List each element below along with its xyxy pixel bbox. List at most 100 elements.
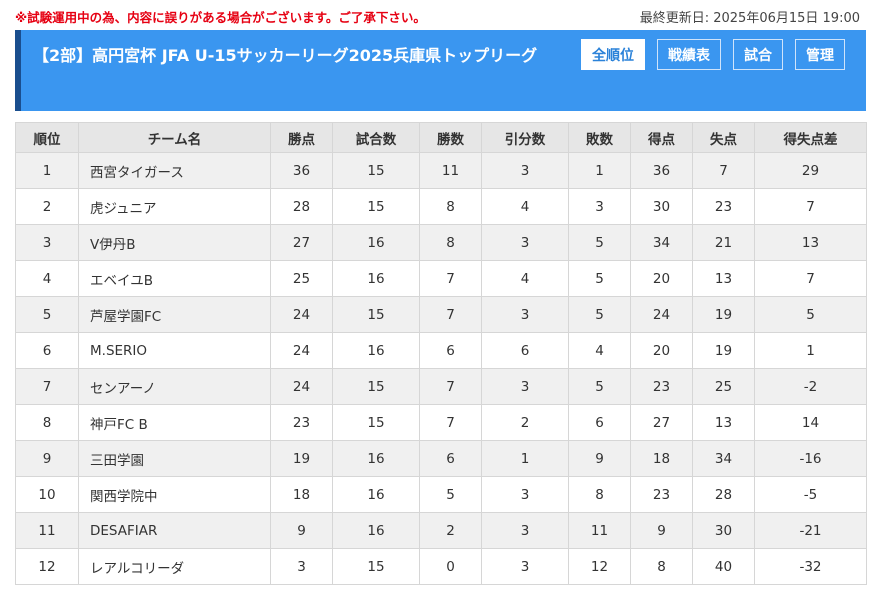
col-header-draws: 引分数 bbox=[481, 122, 569, 153]
goals-against-cell: 13 bbox=[692, 260, 755, 297]
goals-against-cell: 23 bbox=[692, 188, 755, 225]
standings-table: 順位 チーム名 勝点 試合数 勝数 引分数 敗数 得点 失点 得失点差 1 西宮タ… bbox=[15, 122, 867, 585]
played-cell: 15 bbox=[332, 188, 420, 225]
goals-for-cell: 23 bbox=[630, 368, 693, 405]
team-name-cell: V伊丹B bbox=[78, 224, 271, 261]
goals-against-cell: 30 bbox=[692, 512, 755, 549]
points-cell: 27 bbox=[270, 224, 333, 261]
table-row: 10 関西学院中 18 16 5 3 8 23 28 -5 bbox=[15, 476, 867, 513]
played-cell: 16 bbox=[332, 332, 420, 369]
points-cell: 9 bbox=[270, 512, 333, 549]
col-header-wins: 勝数 bbox=[419, 122, 482, 153]
points-cell: 24 bbox=[270, 296, 333, 333]
goals-against-cell: 28 bbox=[692, 476, 755, 513]
goal-diff-cell: 1 bbox=[754, 332, 867, 369]
points-cell: 24 bbox=[270, 368, 333, 405]
draws-cell: 4 bbox=[481, 260, 569, 297]
rank-cell: 7 bbox=[15, 368, 79, 405]
goals-for-cell: 20 bbox=[630, 260, 693, 297]
wins-cell: 6 bbox=[419, 440, 482, 477]
draws-cell: 6 bbox=[481, 332, 569, 369]
page-title: 【2部】高円宮杯 JFA U-15サッカーリーグ2025兵庫県トップリーグ bbox=[33, 46, 538, 65]
nav-results-button[interactable]: 戦績表 bbox=[657, 39, 721, 70]
wins-cell: 8 bbox=[419, 224, 482, 261]
col-header-goals-for: 得点 bbox=[630, 122, 693, 153]
goal-diff-cell: -32 bbox=[754, 548, 867, 585]
draws-cell: 3 bbox=[481, 368, 569, 405]
team-name-cell: レアルコリーダ bbox=[78, 548, 271, 585]
team-name-cell: 西宮タイガース bbox=[78, 152, 271, 189]
rank-cell: 6 bbox=[15, 332, 79, 369]
team-name-cell: 芦屋学園FC bbox=[78, 296, 271, 333]
losses-cell: 1 bbox=[568, 152, 631, 189]
wins-cell: 11 bbox=[419, 152, 482, 189]
draws-cell: 3 bbox=[481, 512, 569, 549]
wins-cell: 5 bbox=[419, 476, 482, 513]
rank-cell: 8 bbox=[15, 404, 79, 441]
nav-buttons: 全順位 戦績表 試合 管理 bbox=[581, 39, 845, 70]
rank-cell: 4 bbox=[15, 260, 79, 297]
goals-for-cell: 34 bbox=[630, 224, 693, 261]
goals-for-cell: 27 bbox=[630, 404, 693, 441]
table-row: 6 M.SERIO 24 16 6 6 4 20 19 1 bbox=[15, 332, 867, 369]
rank-cell: 2 bbox=[15, 188, 79, 225]
played-cell: 16 bbox=[332, 260, 420, 297]
points-cell: 36 bbox=[270, 152, 333, 189]
col-header-points: 勝点 bbox=[270, 122, 333, 153]
goals-for-cell: 30 bbox=[630, 188, 693, 225]
losses-cell: 5 bbox=[568, 368, 631, 405]
draws-cell: 4 bbox=[481, 188, 569, 225]
played-cell: 16 bbox=[332, 512, 420, 549]
trial-notice: ※試験運用中の為、内容に誤りがある場合がございます。ご了承下さい。 bbox=[15, 10, 426, 25]
team-name-cell: DESAFIAR bbox=[78, 512, 271, 549]
goals-against-cell: 21 bbox=[692, 224, 755, 261]
draws-cell: 3 bbox=[481, 476, 569, 513]
goals-against-cell: 7 bbox=[692, 152, 755, 189]
goal-diff-cell: -2 bbox=[754, 368, 867, 405]
col-header-goals-against: 失点 bbox=[692, 122, 755, 153]
played-cell: 15 bbox=[332, 404, 420, 441]
table-row: 2 虎ジュニア 28 15 8 4 3 30 23 7 bbox=[15, 188, 867, 225]
goal-diff-cell: -21 bbox=[754, 512, 867, 549]
goals-against-cell: 19 bbox=[692, 296, 755, 333]
col-header-goal-diff: 得失点差 bbox=[754, 122, 867, 153]
losses-cell: 6 bbox=[568, 404, 631, 441]
top-bar: ※試験運用中の為、内容に誤りがある場合がございます。ご了承下さい。 最終更新日:… bbox=[15, 6, 864, 26]
wins-cell: 7 bbox=[419, 260, 482, 297]
goals-against-cell: 25 bbox=[692, 368, 755, 405]
points-cell: 24 bbox=[270, 332, 333, 369]
draws-cell: 3 bbox=[481, 152, 569, 189]
played-cell: 16 bbox=[332, 440, 420, 477]
goals-for-cell: 18 bbox=[630, 440, 693, 477]
draws-cell: 2 bbox=[481, 404, 569, 441]
table-row: 5 芦屋学園FC 24 15 7 3 5 24 19 5 bbox=[15, 296, 867, 333]
rank-cell: 10 bbox=[15, 476, 79, 513]
rank-cell: 12 bbox=[15, 548, 79, 585]
goals-against-cell: 34 bbox=[692, 440, 755, 477]
standings-body: 1 西宮タイガース 36 15 11 3 1 36 7 29 2 虎ジュニア 28 15 8 4 3 30 23 7 3… bbox=[15, 152, 867, 585]
goal-diff-cell: 5 bbox=[754, 296, 867, 333]
losses-cell: 12 bbox=[568, 548, 631, 585]
losses-cell: 5 bbox=[568, 224, 631, 261]
goals-against-cell: 19 bbox=[692, 332, 755, 369]
team-name-cell: 神戸FC B bbox=[78, 404, 271, 441]
nav-matches-button[interactable]: 試合 bbox=[733, 39, 783, 70]
league-header: 【2部】高円宮杯 JFA U-15サッカーリーグ2025兵庫県トップリーグ 全順… bbox=[15, 30, 866, 111]
wins-cell: 6 bbox=[419, 332, 482, 369]
goal-diff-cell: 13 bbox=[754, 224, 867, 261]
losses-cell: 4 bbox=[568, 332, 631, 369]
losses-cell: 5 bbox=[568, 260, 631, 297]
col-header-losses: 敗数 bbox=[568, 122, 631, 153]
col-header-team: チーム名 bbox=[78, 122, 271, 153]
nav-admin-button[interactable]: 管理 bbox=[795, 39, 845, 70]
played-cell: 16 bbox=[332, 476, 420, 513]
table-row: 4 エベイユB 25 16 7 4 5 20 13 7 bbox=[15, 260, 867, 297]
table-row: 8 神戸FC B 23 15 7 2 6 27 13 14 bbox=[15, 404, 867, 441]
points-cell: 25 bbox=[270, 260, 333, 297]
table-row: 1 西宮タイガース 36 15 11 3 1 36 7 29 bbox=[15, 152, 867, 189]
draws-cell: 1 bbox=[481, 440, 569, 477]
table-row: 9 三田学園 19 16 6 1 9 18 34 -16 bbox=[15, 440, 867, 477]
nav-standings-button[interactable]: 全順位 bbox=[581, 39, 645, 70]
draws-cell: 3 bbox=[481, 296, 569, 333]
wins-cell: 0 bbox=[419, 548, 482, 585]
